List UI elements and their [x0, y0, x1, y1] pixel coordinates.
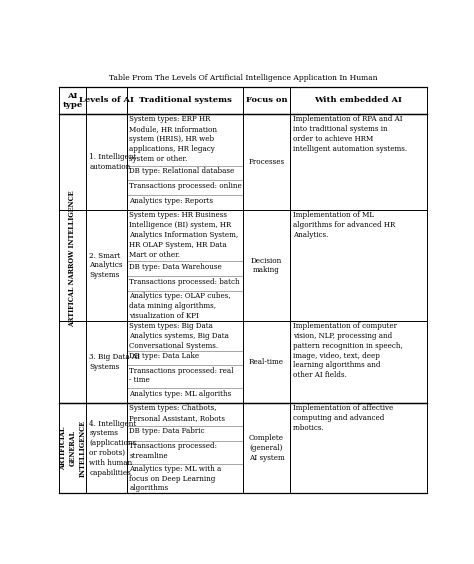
Text: Levels of AI: Levels of AI: [79, 96, 134, 104]
Text: Transactions processed: batch: Transactions processed: batch: [129, 277, 240, 285]
Text: Implementation of computer
vision, NLP, processing and
pattern recognition in sp: Implementation of computer vision, NLP, …: [293, 322, 402, 379]
Text: System types: Big Data
Analytics systems, Big Data
Conversational Systems.: System types: Big Data Analytics systems…: [129, 322, 229, 350]
Text: Decision
making: Decision making: [251, 257, 282, 274]
Text: AI
type: AI type: [63, 91, 82, 109]
Text: Analytics type: Reports: Analytics type: Reports: [129, 196, 214, 205]
Text: Implementation of affective
computing and advanced
robotics.: Implementation of affective computing an…: [293, 404, 393, 432]
Text: Complete
(general)
AI system: Complete (general) AI system: [248, 434, 284, 462]
Text: System types: ERP HR
Module, HR information
system (HRIS), HR web
applications, : System types: ERP HR Module, HR informat…: [129, 116, 218, 162]
Text: DB type: Data Warehouse: DB type: Data Warehouse: [129, 263, 222, 271]
Text: Table From The Levels Of Artificial Intelligence Application In Human: Table From The Levels Of Artificial Inte…: [109, 74, 377, 82]
Text: 1. Intelligent
automation: 1. Intelligent automation: [90, 153, 137, 171]
Text: System types: HR Business
Intelligence (BI) system, HR
Analytics Information Sys: System types: HR Business Intelligence (…: [129, 212, 238, 258]
Text: DB type: Relational database: DB type: Relational database: [129, 167, 235, 175]
Text: Analytics type: ML algoriths: Analytics type: ML algoriths: [129, 390, 232, 398]
Text: Implementation of ML
algorithms for advanced HR
Analytics.: Implementation of ML algorithms for adva…: [293, 212, 395, 239]
Text: Focus on: Focus on: [246, 96, 287, 104]
Text: DB type: Data Lake: DB type: Data Lake: [129, 352, 200, 360]
Text: Traditional systems: Traditional systems: [138, 96, 231, 104]
Text: Transactions processed:
streamline: Transactions processed: streamline: [129, 442, 218, 460]
Text: ARTIFICIAL
GENERAL
INTELLIGENCE: ARTIFICIAL GENERAL INTELLIGENCE: [59, 420, 86, 477]
Text: Processes: Processes: [248, 158, 284, 166]
Text: 4. Intelligent
systems
(applications
or robots)
with human
capabilities: 4. Intelligent systems (applications or …: [90, 420, 137, 477]
Text: 3. Big Data AI
Systems: 3. Big Data AI Systems: [90, 353, 140, 371]
Text: Real-time: Real-time: [249, 358, 284, 366]
Text: System types: Chatbots,
Personal Assistant, Robots: System types: Chatbots, Personal Assista…: [129, 404, 226, 422]
Text: Implementation of RPA and AI
into traditional systems in
order to achieve HRM
in: Implementation of RPA and AI into tradit…: [293, 116, 407, 153]
Text: DB type: Data Fabric: DB type: Data Fabric: [129, 427, 205, 435]
Text: Analytics type: OLAP cubes,
data mining algorithms,
visualization of KPI: Analytics type: OLAP cubes, data mining …: [129, 293, 231, 320]
Text: Transactions processed: real
- time: Transactions processed: real - time: [129, 367, 234, 385]
Text: 2. Smart
Analytics
Systems: 2. Smart Analytics Systems: [90, 252, 123, 279]
Text: ARTIFICAL NARROW INTELLIGENCE: ARTIFICAL NARROW INTELLIGENCE: [68, 190, 76, 327]
Text: With embedded AI: With embedded AI: [314, 96, 402, 104]
Text: Analytics type: ML with a
focus on Deep Learning
algorithms: Analytics type: ML with a focus on Deep …: [129, 465, 222, 492]
Text: Transactions processed: online: Transactions processed: online: [129, 182, 242, 190]
